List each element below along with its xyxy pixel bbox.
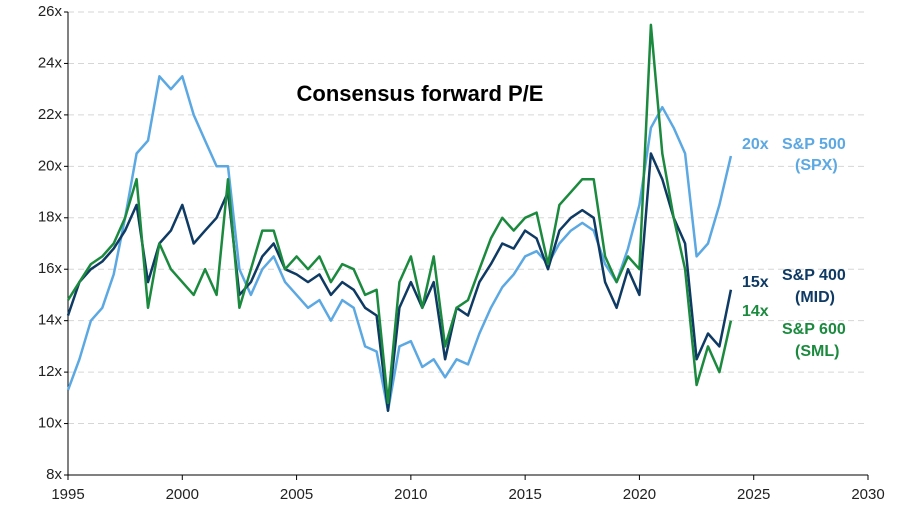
series-end-label: 15x [742,274,769,291]
x-tick-label: 2000 [166,486,199,503]
series-name: S&P 500 [782,136,846,153]
series-code: (MID) [795,289,835,306]
y-tick-label: 18x [38,209,63,226]
y-tick-label: 10x [38,415,63,432]
y-tick-label: 24x [38,54,63,71]
series-end-label: 14x [742,303,769,320]
y-tick-label: 12x [38,363,63,380]
series-end-label: 20x [742,136,769,153]
y-tick-label: 8x [46,466,62,483]
chart-title: Consensus forward P/E [297,81,544,106]
y-tick-label: 16x [38,260,63,277]
y-tick-label: 22x [38,106,63,123]
series-name: S&P 400 [782,267,846,284]
x-tick-label: 2025 [737,486,770,503]
x-tick-label: 2020 [623,486,656,503]
x-tick-label: 2005 [280,486,313,503]
y-tick-label: 14x [38,312,63,329]
y-tick-label: 20x [38,157,63,174]
series-code: (SPX) [795,157,838,174]
y-tick-label: 26x [38,3,63,20]
series-line [66,75,733,412]
x-tick-label: 2010 [394,486,427,503]
series-code: (SML) [795,343,839,360]
series-name: S&P 600 [782,321,846,338]
x-tick-label: 2015 [508,486,541,503]
x-tick-label: 2030 [851,486,884,503]
x-tick-label: 1995 [51,486,84,503]
series-line [66,23,733,405]
series-line [66,152,733,412]
